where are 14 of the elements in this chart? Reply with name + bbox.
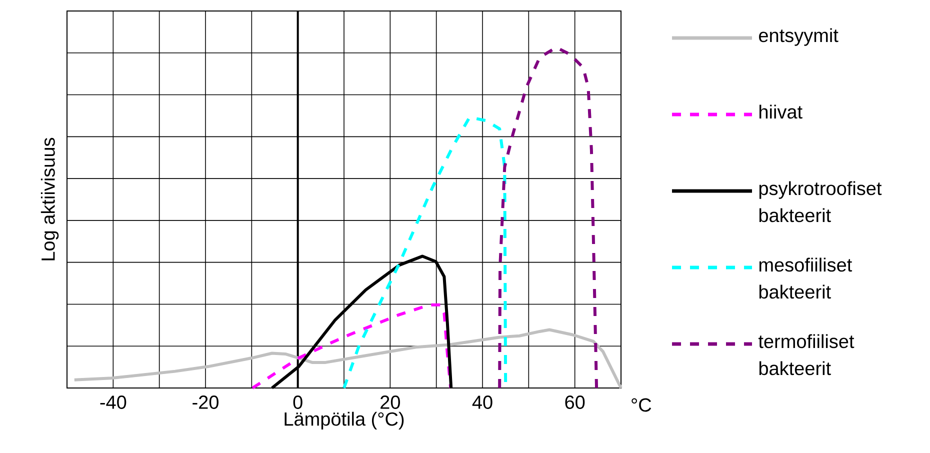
x-tick-label: 40 [472,396,492,409]
text: °C [632,398,652,412]
x-tick-label: 0 [293,396,302,409]
legend-label: psykrotroofiset bakteerit [759,181,882,222]
x-tick-label: 60 [565,396,585,409]
x-axis-title: Lämpötila (°C) [284,412,404,430]
x-tick-label: 20 [380,396,400,409]
x-tick-label: -20 [192,396,218,409]
legend-label: entsyymit [759,28,838,46]
legend-label: termofiiliset bakteerit [758,334,854,376]
legend-label: hiivat [760,104,802,119]
x-tick-label: -40 [100,396,126,409]
y-axis-title: Log aktiivisuus [40,138,59,260]
legend-label: mesofiiliset bakteerit [759,258,852,299]
